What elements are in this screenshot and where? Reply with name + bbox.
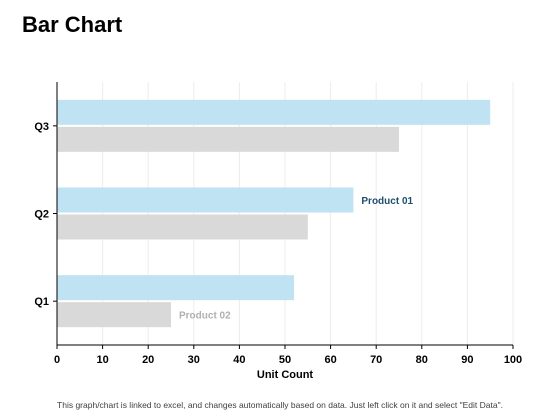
bar-chart: 0 10 20 30 40 50 60 70 80 90 100 Q1 Q2 Q3 Unit Count Pr…	[34, 82, 522, 381]
x-tick-label: 70	[370, 354, 382, 366]
grid-lines	[102, 82, 514, 345]
bar-product-01-q1	[57, 275, 295, 301]
labels: 0 10 20 30 40 50 60 70 80 90 100 Q1 Q2 Q3 Unit Count Pr…	[34, 121, 522, 381]
bar-product-01-q2	[57, 187, 354, 213]
footnote: This graph/chart is linked to excel, and…	[57, 400, 503, 410]
bar-product-02-q1	[57, 302, 171, 328]
y-tick-label: Q3	[34, 121, 49, 133]
x-tick-label: 0	[54, 354, 60, 366]
bar-product-02-q3	[57, 126, 399, 152]
bar-product-02-q2	[57, 214, 308, 240]
series-label-product-02: Product 02	[179, 311, 231, 322]
bars	[57, 99, 491, 328]
axes	[53, 82, 514, 349]
x-tick-label: 20	[142, 354, 154, 366]
x-tick-label: 100	[504, 354, 522, 366]
x-tick-label: 80	[416, 354, 428, 366]
x-tick-label: 30	[188, 354, 200, 366]
x-axis-title: Unit Count	[257, 369, 314, 381]
x-tick-label: 10	[96, 354, 108, 366]
y-tick-label: Q1	[34, 296, 49, 308]
x-tick-label: 60	[324, 354, 336, 366]
page-title: Bar Chart	[22, 12, 123, 37]
y-tick-label: Q2	[34, 209, 49, 221]
bar-product-01-q3	[57, 99, 491, 125]
x-tick-label: 90	[461, 354, 473, 366]
x-tick-label: 40	[233, 354, 245, 366]
x-tick-label: 50	[279, 354, 291, 366]
series-label-product-01: Product 01	[361, 196, 413, 207]
